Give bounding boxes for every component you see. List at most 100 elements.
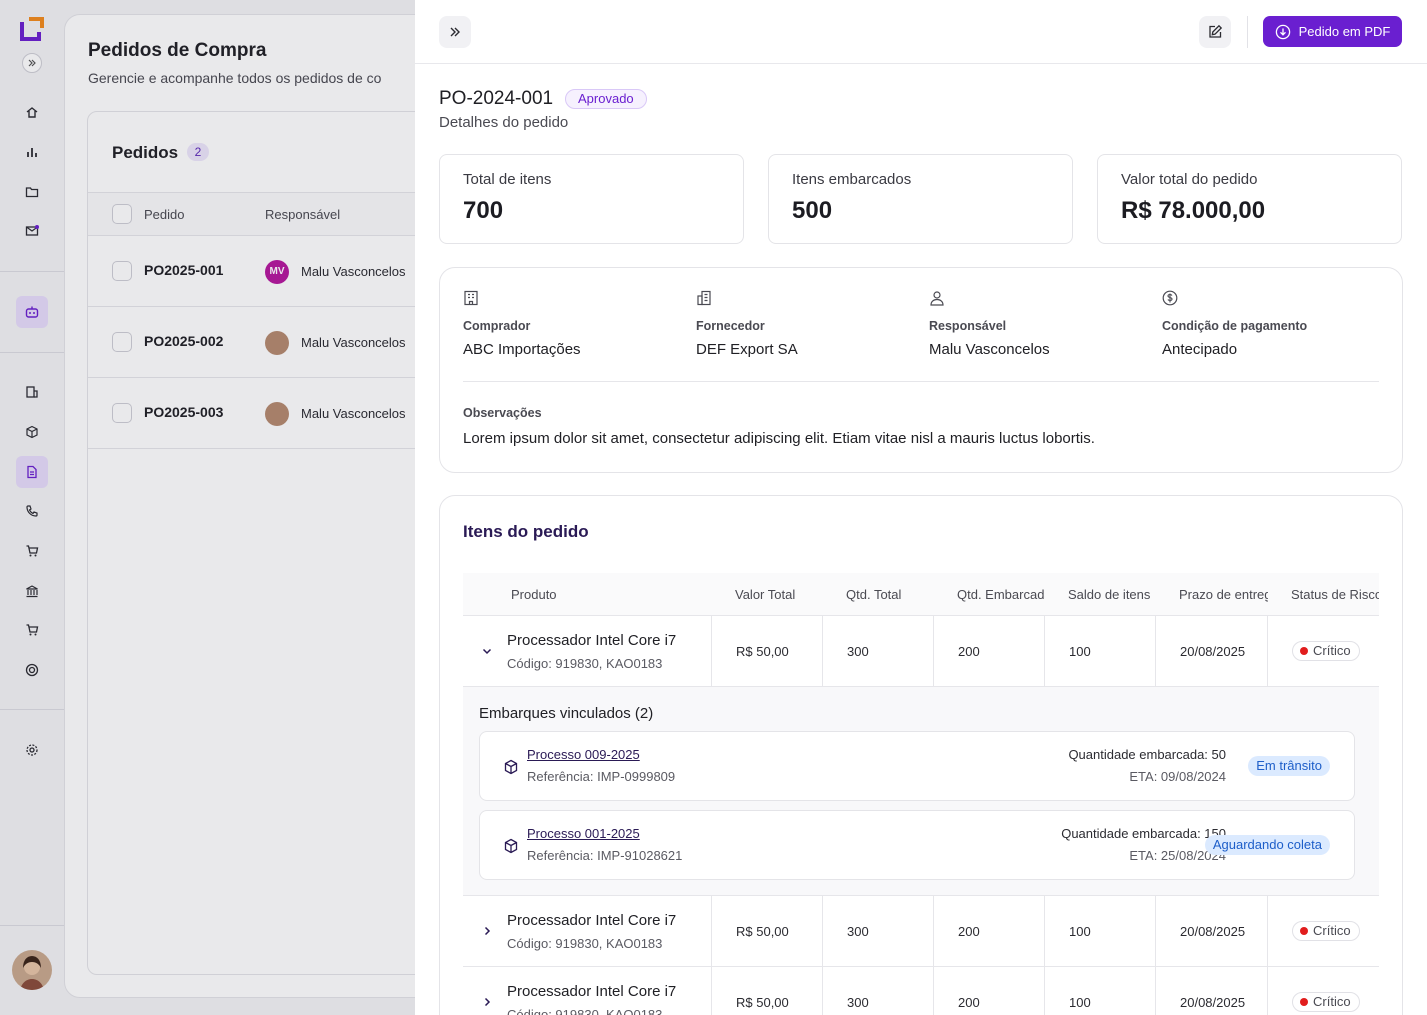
order-subtitle: Detalhes do pedido: [439, 114, 569, 131]
items-table-header: Produto Valor Total Qtd. Total Qtd. Emba…: [463, 573, 1379, 616]
select-all-checkbox[interactable]: [112, 204, 132, 224]
info-value: Malu Vasconcelos: [929, 341, 1050, 358]
chevron-right-icon[interactable]: [479, 994, 495, 1010]
cell-saldo: 100: [1044, 967, 1155, 1015]
user-icon: [930, 291, 944, 306]
nav-building-icon[interactable]: [16, 376, 48, 408]
row-checkbox[interactable]: [112, 261, 132, 281]
nav-box-icon[interactable]: [16, 416, 48, 448]
expand-rail-button[interactable]: [22, 53, 42, 73]
avatar: [265, 331, 289, 355]
nav-home-icon[interactable]: [16, 96, 48, 128]
order-items-card: Itens do pedido Produto Valor Total Qtd.…: [439, 495, 1403, 1015]
linked-shipments: Embarques vinculados (2) Processo 009-20…: [463, 687, 1379, 896]
shipment-card: Processo 009-2025 Referência: IMP-099980…: [479, 731, 1355, 801]
expand-drawer-button[interactable]: [439, 16, 471, 48]
app-logo[interactable]: [19, 16, 45, 42]
nav-cart-icon[interactable]: [16, 535, 48, 567]
info-label: Responsável: [929, 319, 1007, 333]
nav-cart-icon[interactable]: [16, 614, 48, 646]
orders-page: Pedidos de Compra Gerencie e acompanhe t…: [64, 14, 467, 998]
cell-prazo: 20/08/2025: [1155, 896, 1267, 967]
process-link[interactable]: Processo 009-2025: [527, 747, 640, 762]
product-code: Código: 919830, KAO0183: [507, 656, 663, 671]
cell-risco: Crítico: [1267, 967, 1379, 1015]
items-title: Itens do pedido: [463, 522, 589, 541]
table-row[interactable]: Processador Intel Core i7 Código: 919830…: [463, 896, 1379, 967]
order-code: PO2025-002: [144, 333, 224, 349]
cell-risco: Crítico: [1267, 616, 1379, 687]
orders-list-title: Pedidos: [112, 143, 179, 162]
info-divider: [463, 381, 1379, 382]
user-avatar[interactable]: [12, 950, 52, 990]
shipment-status-badge: Em trânsito: [1248, 756, 1330, 776]
avatar: MV: [265, 260, 289, 284]
page-title: Pedidos de Compra: [88, 40, 267, 61]
modal-backdrop[interactable]: [0, 0, 415, 1015]
nav-divider: [0, 925, 64, 926]
table-row[interactable]: Processador Intel Core i7 Código: 919830…: [463, 616, 1379, 687]
shipment-card: Processo 001-2025 Referência: IMP-910286…: [479, 810, 1355, 880]
risk-badge: Crítico: [1292, 641, 1360, 661]
product-name: Processador Intel Core i7: [507, 912, 677, 929]
table-row[interactable]: PO2025-003 Malu Vasconcelos: [88, 378, 466, 449]
row-checkbox[interactable]: [112, 403, 132, 423]
cell-valor: R$ 50,00: [711, 616, 822, 687]
cell-prazo: 20/08/2025: [1155, 616, 1267, 687]
box-icon: [504, 838, 518, 854]
stat-label: Valor total do pedido: [1121, 171, 1258, 188]
nav-mail-icon[interactable]: [16, 215, 48, 247]
nav-target-icon[interactable]: [16, 654, 48, 686]
cell-valor: R$ 50,00: [711, 896, 822, 967]
nav-divider: [0, 709, 64, 710]
row-checkbox[interactable]: [112, 332, 132, 352]
nav-document-icon[interactable]: [16, 456, 48, 488]
nav-divider: [0, 271, 64, 272]
risk-badge: Crítico: [1292, 992, 1360, 1012]
drawer-topbar: Pedido em PDF: [415, 0, 1427, 64]
linked-shipments-title: Embarques vinculados (2): [479, 705, 654, 722]
cell-saldo: 100: [1044, 896, 1155, 967]
nav-bot-icon[interactable]: [16, 296, 48, 328]
order-code-title: PO-2024-001: [439, 88, 554, 109]
page-subtitle: Gerencie e acompanhe todos os pedidos de…: [88, 70, 382, 86]
info-label: Comprador: [463, 319, 531, 333]
stat-card-itens-embarcados: Itens embarcados 500: [768, 154, 1073, 244]
shipment-eta: ETA: 09/08/2024: [1129, 769, 1226, 784]
table-row[interactable]: PO2025-001 MV Malu Vasconcelos: [88, 236, 466, 307]
column-header-produto: Produto: [511, 587, 557, 602]
nav-folder-icon[interactable]: [16, 176, 48, 208]
table-row[interactable]: PO2025-002 Malu Vasconcelos: [88, 307, 466, 378]
column-header-status-risco: Status de Risco: [1291, 587, 1379, 602]
box-icon: [504, 759, 518, 775]
cell-valor: R$ 50,00: [711, 967, 822, 1015]
nav-bank-icon[interactable]: [16, 575, 48, 607]
cell-qtd-embarcada: 200: [933, 896, 1044, 967]
nav-chart-icon[interactable]: [16, 136, 48, 168]
product-code: Código: 919830, KAO0183: [507, 936, 663, 951]
nav-rail: [0, 0, 64, 1015]
cell-qtd-total: 300: [822, 967, 933, 1015]
cell-qtd-total: 300: [822, 896, 933, 967]
process-link[interactable]: Processo 001-2025: [527, 826, 640, 841]
shipped-quantity: Quantidade embarcada: 150: [1061, 826, 1226, 841]
cell-qtd-embarcada: 200: [933, 967, 1044, 1015]
responsible-name: Malu Vasconcelos: [301, 335, 406, 350]
chevron-right-icon[interactable]: [479, 923, 495, 939]
download-icon: [1275, 24, 1290, 39]
info-field-fornecedor: Fornecedor DEF Export SA: [696, 290, 916, 358]
cell-risco: Crítico: [1267, 896, 1379, 967]
edit-order-button[interactable]: [1199, 16, 1231, 48]
office-icon: [697, 290, 711, 306]
chevron-down-icon[interactable]: [479, 643, 495, 659]
info-label: Condição de pagamento: [1162, 319, 1308, 333]
table-row[interactable]: Processador Intel Core i7 Código: 919830…: [463, 967, 1379, 1015]
nav-settings-icon[interactable]: [16, 734, 48, 766]
cell-qtd-total: 300: [822, 616, 933, 687]
double-chevron-right-icon: [450, 27, 460, 37]
info-field-responsavel: Responsável Malu Vasconcelos: [929, 290, 1149, 358]
nav-phone-icon[interactable]: [16, 495, 48, 527]
column-header-prazo: Prazo de entrega: [1179, 587, 1268, 602]
responsible-name: Malu Vasconcelos: [301, 406, 406, 421]
download-pdf-button[interactable]: Pedido em PDF: [1263, 16, 1402, 47]
